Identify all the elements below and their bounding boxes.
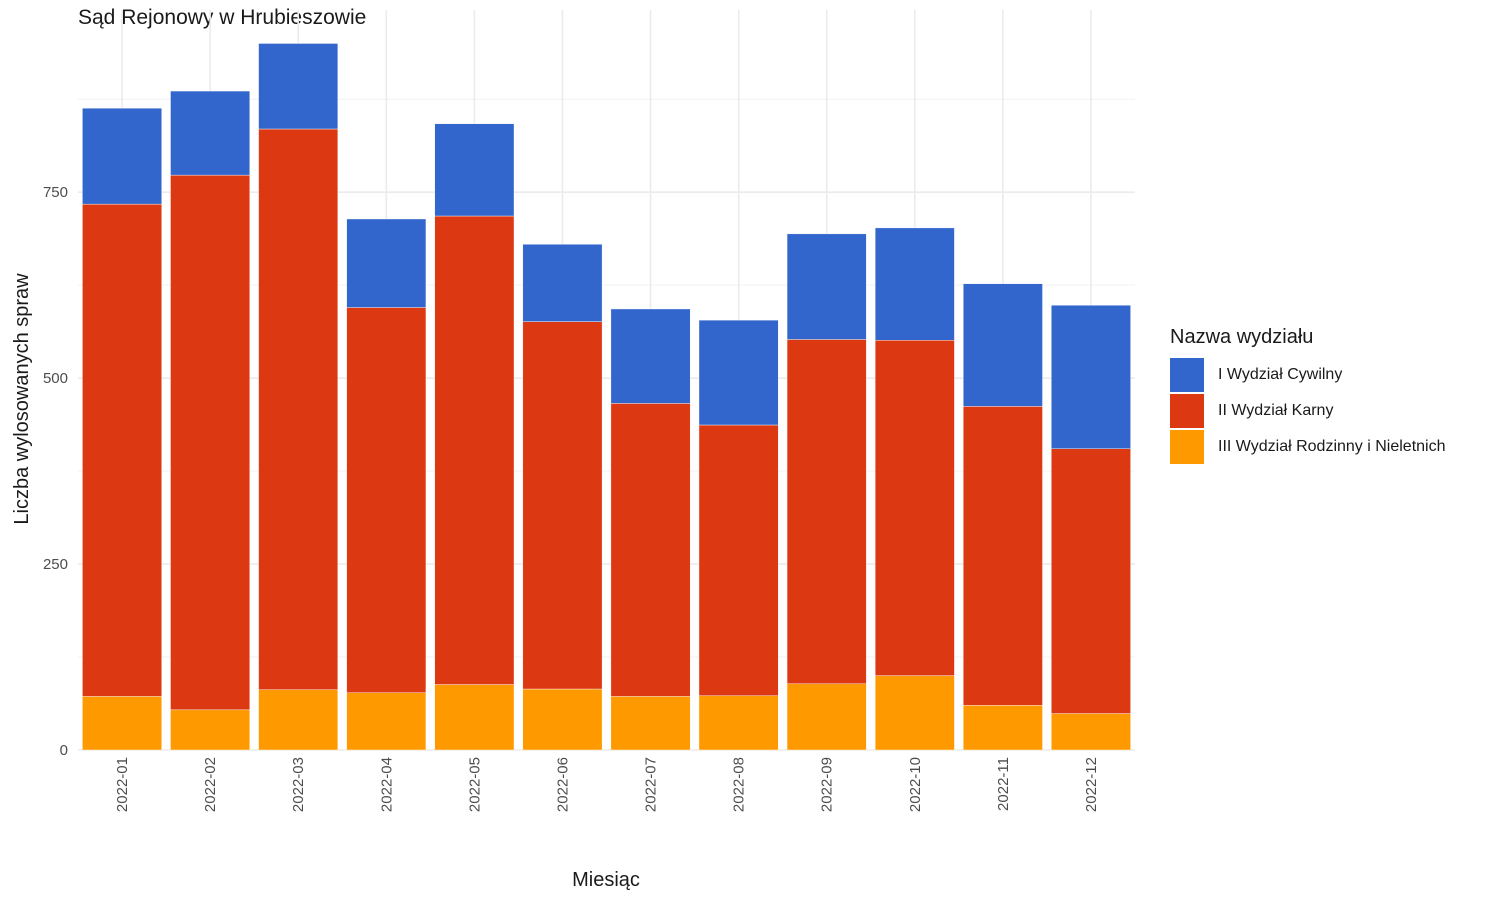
legend-title: Nazwa wydziału	[1170, 326, 1314, 348]
legend-swatch	[1170, 430, 1204, 464]
bar-segment	[786, 339, 867, 685]
bar-segment	[610, 696, 691, 751]
bar-segment	[258, 128, 339, 690]
x-tick-label: 2022-09	[819, 757, 836, 812]
bar-segment	[522, 688, 603, 751]
bar-segment	[434, 215, 515, 685]
legend-items: I Wydział Cywilny II Wydział Karny III Wyd…	[1170, 357, 1446, 465]
legend-item: I Wydział Cywilny	[1170, 357, 1446, 393]
bar-segment	[170, 90, 250, 176]
bar-segment	[963, 406, 1043, 706]
y-axis-ticks: 0 250 500 750	[43, 184, 68, 759]
bar-segment	[170, 174, 250, 711]
bar-segment	[258, 689, 339, 751]
bar-segment	[258, 43, 339, 130]
chart-title: Sąd Rejonowy w Hrubieszowie	[78, 6, 367, 29]
bar-segment	[874, 675, 955, 751]
bar-segment	[786, 683, 867, 751]
legend-item: II Wydział Karny	[1170, 393, 1446, 429]
bar-segment	[698, 695, 779, 751]
y-tick-label: 500	[43, 370, 68, 387]
x-tick-label: 2022-07	[643, 757, 660, 812]
x-axis-ticks: 2022-01 2022-02 2022-03 2022-04 2022-05 2022-…	[114, 757, 1100, 812]
bar-segment	[434, 684, 515, 751]
bar-segment	[1051, 305, 1131, 449]
bar-segment	[610, 308, 691, 404]
bar-segment	[1051, 713, 1131, 751]
bar-segment	[610, 403, 691, 697]
bar-segment	[434, 123, 515, 217]
x-tick-label: 2022-01	[114, 757, 131, 812]
legend-label: II Wydział Karny	[1218, 402, 1334, 419]
y-tick-label: 750	[43, 184, 68, 201]
x-tick-label: 2022-08	[731, 757, 748, 812]
bar-segment	[82, 696, 162, 751]
bar-segment	[346, 218, 427, 308]
bar-segment	[346, 692, 427, 751]
legend-swatch	[1170, 358, 1204, 392]
bar-segment	[963, 283, 1043, 407]
bar-segment	[786, 233, 867, 340]
bar-segment	[346, 307, 427, 693]
bar-segment	[874, 227, 955, 341]
bar-segment	[963, 705, 1043, 751]
y-tick-label: 0	[60, 742, 68, 759]
x-tick-label: 2022-03	[290, 757, 307, 812]
x-tick-label: 2022-06	[554, 757, 571, 812]
y-tick-label: 250	[43, 556, 68, 573]
x-tick-label: 2022-10	[907, 757, 924, 812]
bar-segment	[1051, 448, 1131, 714]
bar-segment	[874, 340, 955, 676]
bar-segment	[522, 321, 603, 690]
bars	[82, 43, 1131, 751]
bar-segment	[698, 319, 779, 426]
x-tick-label: 2022-11	[995, 757, 1012, 811]
bar-segment	[170, 709, 250, 751]
x-tick-label: 2022-12	[1083, 757, 1100, 812]
legend: Nazwa wydziału I Wydział Cywilny II Wydzi…	[1170, 326, 1446, 465]
bar-segment	[82, 107, 162, 205]
x-tick-label: 2022-05	[466, 757, 483, 812]
bar-segment	[82, 203, 162, 697]
legend-label: I Wydział Cywilny	[1218, 366, 1343, 383]
x-tick-label: 2022-02	[202, 757, 219, 812]
bar-segment	[522, 244, 603, 322]
bar-segment	[698, 424, 779, 696]
x-axis-title: Miesiąc	[572, 869, 640, 891]
legend-item: III Wydział Rodzinny i Nieletnich	[1170, 429, 1446, 465]
y-axis-title: Liczba wylosowanych spraw	[11, 273, 33, 525]
legend-swatch	[1170, 394, 1204, 428]
x-tick-label: 2022-04	[378, 757, 395, 812]
legend-label: III Wydział Rodzinny i Nieletnich	[1218, 438, 1446, 455]
